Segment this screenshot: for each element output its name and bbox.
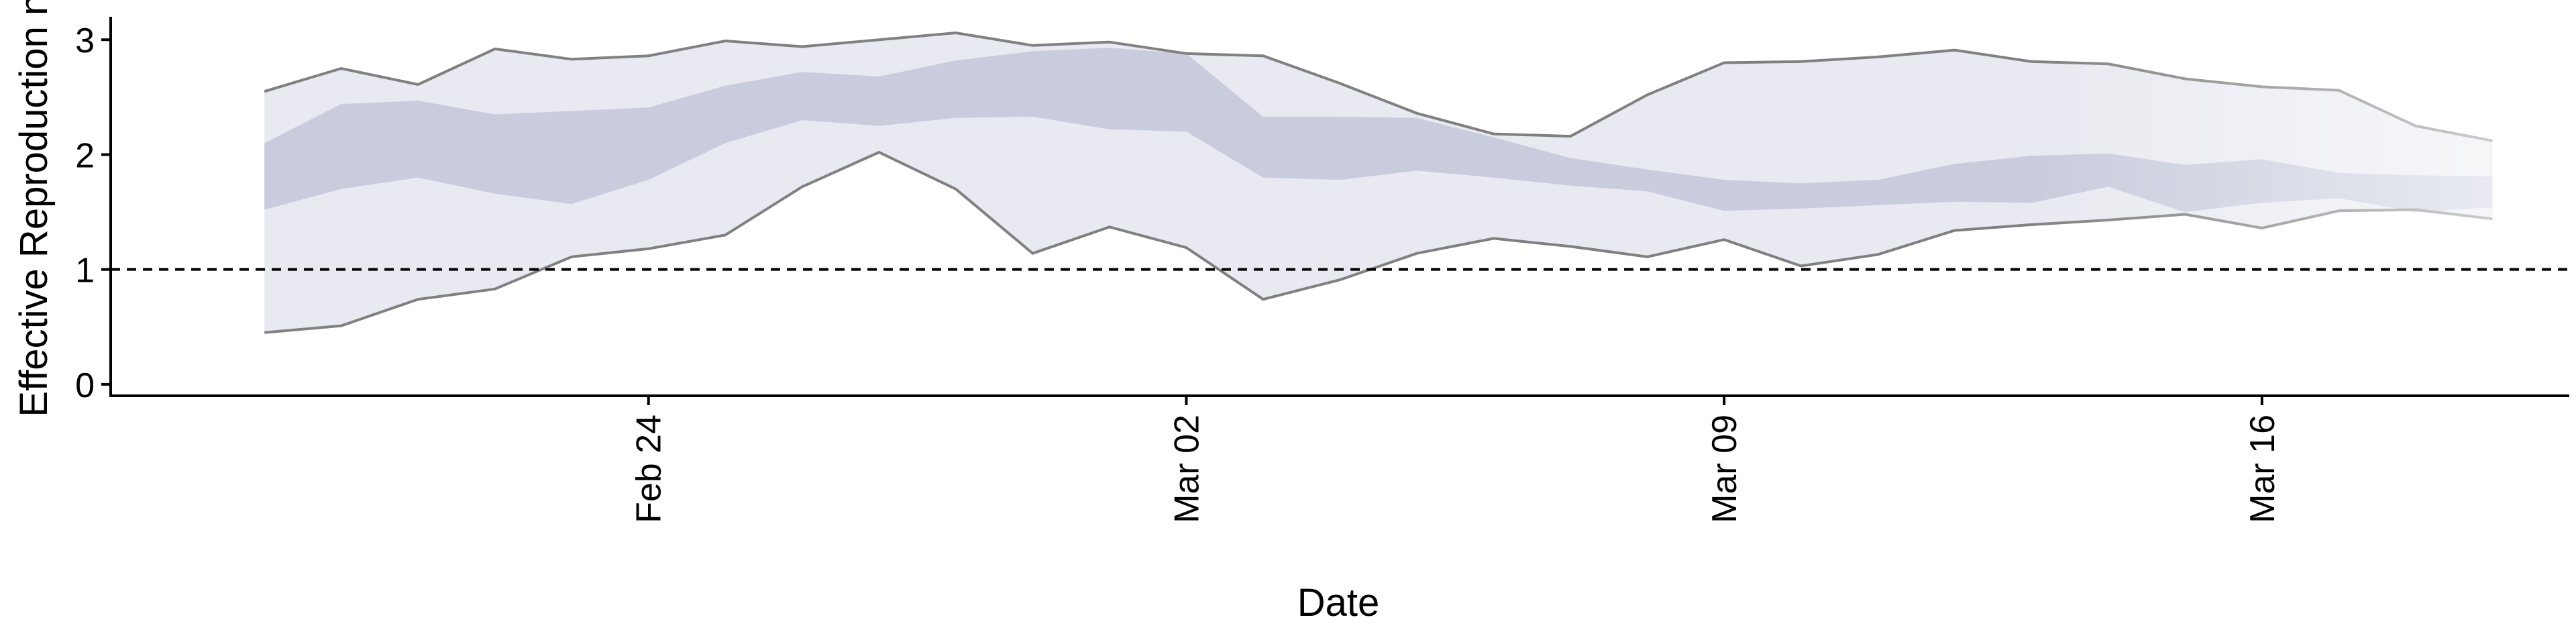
band-50 bbox=[264, 48, 2493, 213]
y-tick-label: 0 bbox=[75, 366, 95, 405]
y-axis-label: Effective Reproduction no bbox=[12, 0, 56, 417]
x-tick-label: Mar 16 bbox=[2243, 415, 2282, 523]
x-axis-label: Date bbox=[1297, 581, 1380, 625]
y-tick-label: 2 bbox=[75, 136, 95, 175]
x-tick-label: Mar 02 bbox=[1167, 415, 1206, 523]
uncertainty-bands bbox=[264, 33, 2493, 333]
y-tick-label: 3 bbox=[75, 21, 95, 60]
y-tick-label: 1 bbox=[75, 252, 95, 290]
recent-fade bbox=[2031, 17, 2569, 396]
x-ticks: Feb 24 Mar 02 Mar 09 Mar 16 bbox=[630, 396, 2282, 523]
y-ticks: 0 1 2 3 bbox=[75, 21, 111, 405]
x-tick-label: Mar 09 bbox=[1705, 415, 1744, 523]
bound-lines bbox=[264, 17, 2569, 396]
x-tick-label: Feb 24 bbox=[630, 415, 669, 523]
